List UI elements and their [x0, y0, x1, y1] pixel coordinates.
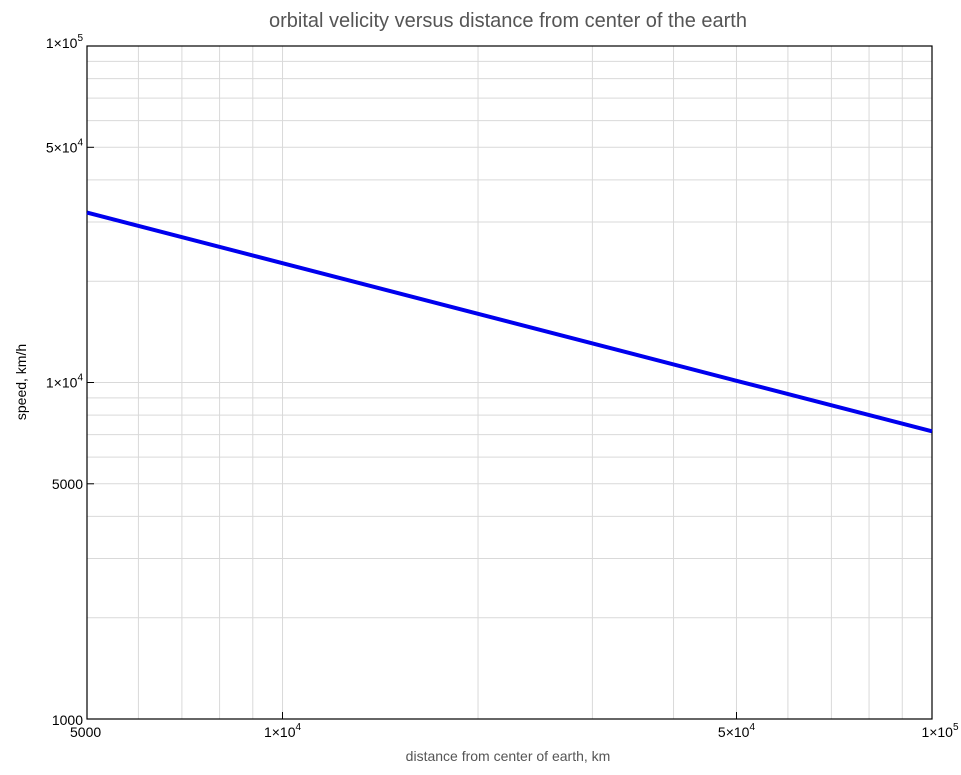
- x-tick-label: 1×104: [264, 722, 302, 740]
- grid-layer: [87, 46, 932, 719]
- series-line: [86, 210, 933, 434]
- y-tick-label: 1×104: [46, 373, 84, 391]
- y-axis-ticks: 1000 5000 1×104 5×104 1×105: [46, 33, 94, 728]
- x-tick-label: 5000: [70, 724, 101, 740]
- x-tick-label: 5×104: [718, 722, 756, 740]
- x-tick-label: 1×105: [921, 722, 959, 740]
- x-axis-ticks: 5000 1×104 5×104 1×105: [70, 712, 959, 740]
- y-tick-label: 1000: [52, 712, 83, 728]
- chart-title: orbital velicity versus distance from ce…: [269, 10, 747, 32]
- x-axis-label: distance from center of earth, km: [406, 748, 611, 764]
- y-tick-label: 1×105: [46, 33, 84, 51]
- y-tick-label: 5000: [52, 476, 83, 492]
- series-layer: [86, 210, 933, 434]
- y-axis-label: speed, km/h: [13, 344, 29, 420]
- y-tick-label: 5×104: [46, 137, 84, 155]
